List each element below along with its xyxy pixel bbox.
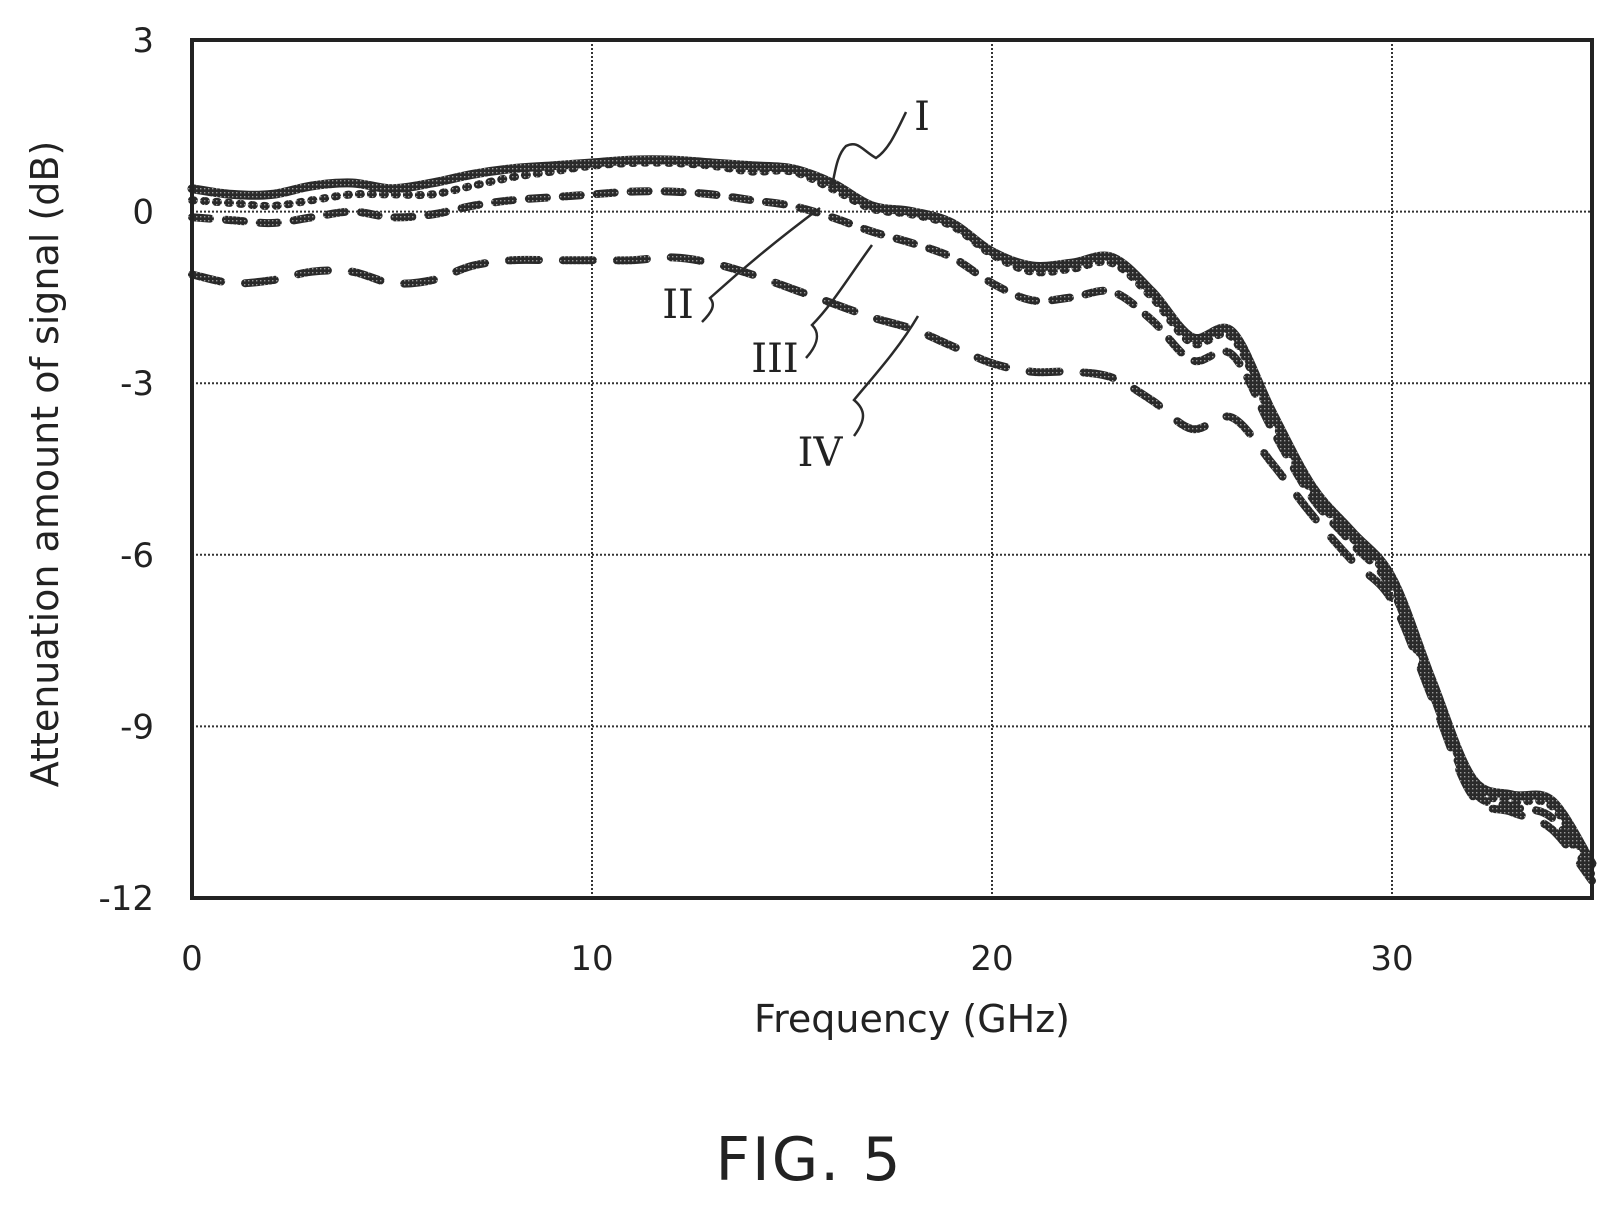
x-tick-label: 20: [970, 939, 1013, 979]
curve-label-ii: II: [662, 282, 694, 328]
y-tick-label: -12: [98, 879, 154, 919]
curve-label-iii: III: [751, 336, 798, 382]
label-leader-lines: [701, 111, 920, 437]
y-tick-label: -6: [120, 536, 154, 576]
series-line-i: [187, 155, 1597, 869]
leader-line-ii: [701, 206, 821, 323]
x-axis-title: Frequency (GHz): [754, 997, 1070, 1041]
x-tick-label: 10: [570, 939, 613, 979]
y-axis-title: Attenuation amount of signal (dB): [23, 141, 67, 788]
grid-lines: [192, 40, 1592, 898]
plot-frame: [190, 38, 1594, 900]
curve-label-i: I: [914, 94, 930, 140]
series-line-ii: [188, 158, 1596, 874]
y-tick-label: -3: [120, 364, 154, 404]
series-lines: [187, 155, 1597, 885]
x-tick-label: 30: [1370, 939, 1413, 979]
x-tick-label: 0: [181, 939, 203, 979]
curve-label-iv: IV: [798, 430, 844, 476]
figure-caption: FIG. 5: [715, 1125, 903, 1195]
leader-line-iv: [852, 315, 920, 437]
leader-line-i: [830, 111, 908, 186]
leader-line-iii: [805, 244, 874, 359]
y-tick-label: -9: [120, 707, 154, 747]
y-tick-label: 3: [132, 21, 154, 61]
series-line-iii: [188, 187, 1596, 880]
y-tick-label: 0: [132, 193, 154, 233]
series-line-iv: [188, 253, 1596, 885]
